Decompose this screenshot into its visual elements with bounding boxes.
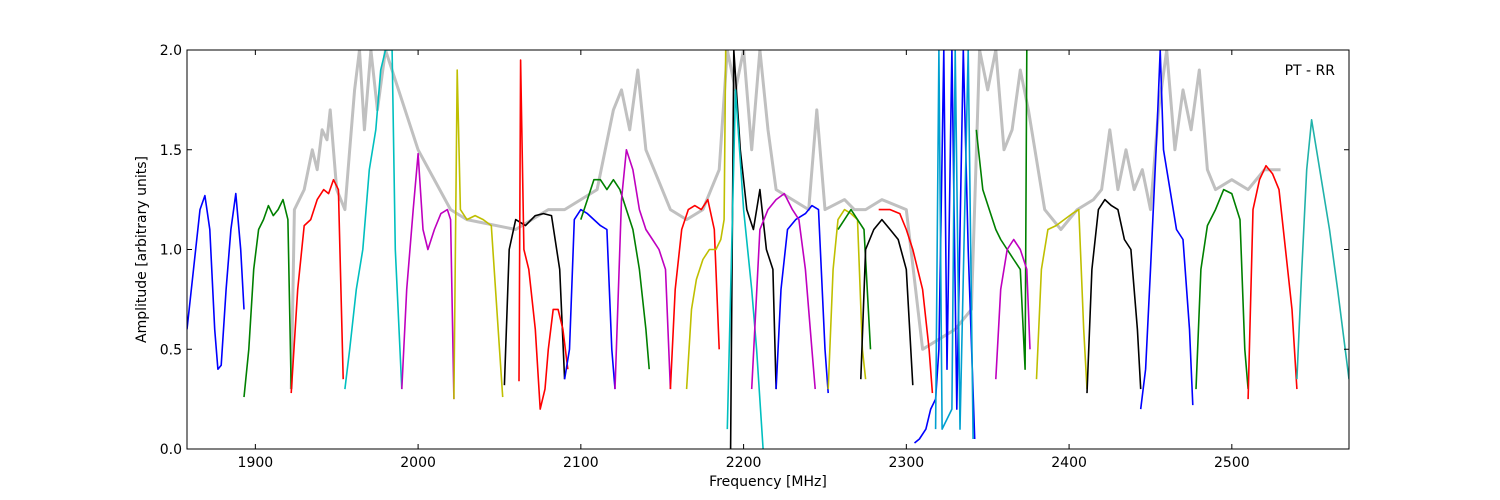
series-line-19 (837, 208, 872, 350)
series-line-2 (243, 198, 292, 398)
x-tick-label: 2200 (726, 455, 762, 471)
series-layer (187, 50, 1349, 449)
x-axis-label: Frequency [MHz] (709, 474, 827, 490)
y-tick-label: 1.5 (160, 143, 182, 159)
series-line-18 (827, 208, 867, 390)
x-tick-label: 2500 (1214, 455, 1250, 471)
x-axis: 1900 2000 2100 2200 2300 2400 2500 (238, 50, 1250, 471)
series-line-20 (860, 218, 914, 386)
series-line-5 (401, 152, 455, 400)
series-line-30 (1247, 164, 1298, 400)
background-series-line (289, 50, 1281, 390)
series-line-22 (913, 50, 976, 444)
series-line-25 (995, 238, 1031, 380)
plot-frame (186, 49, 1350, 450)
series-line-27 (1086, 198, 1142, 394)
x-tick-label: 1900 (238, 455, 274, 471)
series-line-26 (1035, 208, 1088, 390)
series-line-10 (580, 178, 650, 370)
y-axis-label: Amplitude [arbitrary units] (134, 156, 150, 343)
x-tick-label: 2400 (1051, 455, 1087, 471)
series-line-1 (187, 192, 245, 371)
series-line-6 (453, 69, 504, 400)
series-line-28 (1139, 50, 1194, 410)
series-line-7 (503, 212, 566, 386)
y-tick-label: 1.0 (160, 243, 182, 259)
series-line-21 (878, 208, 934, 394)
series-line-17 (750, 192, 816, 390)
series-line-13 (685, 50, 727, 390)
series-line-15 (726, 89, 764, 449)
y-axis: 0.0 0.5 1.0 1.5 2.0 (160, 43, 1349, 458)
series-line-3 (290, 178, 344, 394)
series-line-16 (775, 204, 829, 394)
series-line-8 (518, 59, 569, 410)
series-line-29 (1195, 188, 1249, 390)
series-line-23 (934, 50, 974, 440)
series-line-24 (975, 50, 1028, 371)
y-tick-label: 2.0 (160, 43, 182, 59)
x-tick-label: 2300 (889, 455, 925, 471)
series-line-9 (563, 208, 616, 390)
y-tick-label: 0.5 (160, 342, 182, 358)
y-tick-label: 0.0 (160, 442, 182, 458)
series-line-4 (344, 50, 403, 390)
x-tick-label: 2100 (563, 455, 599, 471)
series-line-14 (729, 50, 777, 449)
x-tick-label: 2000 (400, 455, 436, 471)
annotation-label: PT - RR (1285, 63, 1336, 79)
series-line-12 (669, 198, 720, 390)
series-line-31 (1296, 119, 1349, 380)
series-line-11 (614, 149, 672, 390)
background-series-layer (289, 50, 1281, 390)
